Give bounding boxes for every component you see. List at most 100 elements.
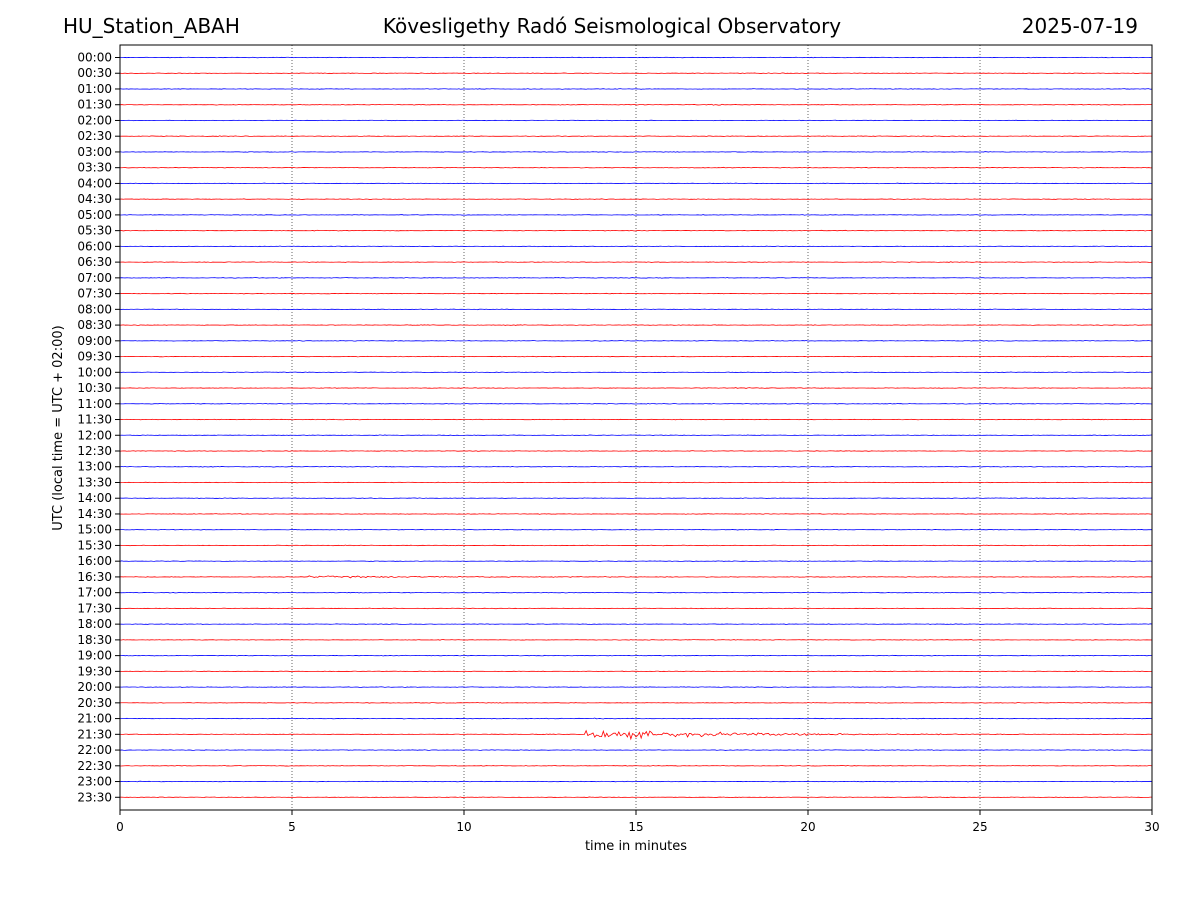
trace-0300 xyxy=(119,151,1153,153)
trace-2230 xyxy=(119,765,1153,767)
y-tick-label: 20:30 xyxy=(77,696,112,710)
y-tick-label: 19:00 xyxy=(77,649,112,663)
trace-1730 xyxy=(119,607,1153,610)
trace-0000 xyxy=(119,56,1153,59)
trace-0430 xyxy=(119,198,1153,200)
trace-1600 xyxy=(119,560,1153,562)
y-tick-label: 18:30 xyxy=(77,633,112,647)
x-tick-label: 20 xyxy=(800,820,815,834)
trace-1630 xyxy=(120,575,1153,579)
y-tick-label: 21:30 xyxy=(77,727,112,741)
y-tick-label: 17:30 xyxy=(77,601,112,615)
y-tick-label: 02:30 xyxy=(77,129,112,143)
y-tick-label: 11:00 xyxy=(77,397,112,411)
trace-0530 xyxy=(119,229,1153,232)
grid xyxy=(291,45,981,810)
x-tick-label: 0 xyxy=(116,820,124,834)
x-tick-label: 15 xyxy=(628,820,643,834)
trace-1300 xyxy=(119,465,1153,468)
trace-0800 xyxy=(119,308,1153,311)
trace-2130 xyxy=(119,729,1153,741)
y-tick-label: 06:30 xyxy=(77,255,112,269)
y-tick-label: 15:30 xyxy=(77,538,112,552)
trace-1530 xyxy=(119,544,1153,547)
trace-0900 xyxy=(119,340,1153,342)
y-tick-label: 03:00 xyxy=(77,145,112,159)
trace-0700 xyxy=(119,277,1153,279)
y-tick-label: 13:30 xyxy=(77,475,112,489)
y-tick-label: 08:00 xyxy=(77,302,112,316)
trace-1900 xyxy=(119,654,1153,657)
y-tick-label: 17:00 xyxy=(77,586,112,600)
y-tick-label: 07:30 xyxy=(77,287,112,301)
trace-0930 xyxy=(119,355,1153,358)
x-tick-label: 30 xyxy=(1144,820,1159,834)
y-tick-label: 23:00 xyxy=(77,775,112,789)
y-tick-label: 22:00 xyxy=(77,743,112,757)
trace-1830 xyxy=(119,639,1153,641)
x-axis-label: time in minutes xyxy=(585,839,687,854)
y-tick-label: 00:30 xyxy=(77,66,112,80)
trace-0730 xyxy=(119,292,1153,295)
y-tick-label: 01:00 xyxy=(77,82,112,96)
y-tick-label: 01:30 xyxy=(77,98,112,112)
trace-2100 xyxy=(119,717,1153,720)
y-tick-label: 07:00 xyxy=(77,271,112,285)
trace-1330 xyxy=(119,481,1153,484)
trace-1000 xyxy=(119,371,1153,374)
chart-date: 2025-07-19 xyxy=(1021,14,1138,38)
trace-0230 xyxy=(119,135,1153,137)
x-tick-label: 25 xyxy=(972,820,987,834)
y-tick-label: 06:00 xyxy=(77,239,112,253)
trace-1430 xyxy=(119,513,1153,515)
y-tick-label: 04:00 xyxy=(77,176,112,190)
y-tick-label: 14:00 xyxy=(77,491,112,505)
trace-0630 xyxy=(119,261,1153,263)
y-tick-label: 00:00 xyxy=(77,51,112,65)
y-tick-label: 02:00 xyxy=(77,113,112,127)
trace-2030 xyxy=(119,702,1153,704)
trace-1500 xyxy=(119,528,1153,531)
y-tick-label: 18:00 xyxy=(77,617,112,631)
trace-1130 xyxy=(119,418,1153,421)
y-tick-label: 05:00 xyxy=(77,208,112,222)
trace-0200 xyxy=(119,119,1153,122)
y-tick-label: 16:00 xyxy=(77,554,112,568)
y-tick-label: 09:00 xyxy=(77,334,112,348)
trace-2330 xyxy=(119,796,1153,799)
trace-1400 xyxy=(119,497,1153,499)
y-tick-label: 23:30 xyxy=(77,790,112,804)
y-tick-label: 14:30 xyxy=(77,507,112,521)
y-tick-label: 22:30 xyxy=(77,759,112,773)
y-tick-label: 12:00 xyxy=(77,428,112,442)
trace-1800 xyxy=(119,623,1153,625)
y-tick-label: 13:00 xyxy=(77,460,112,474)
y-tick-label: 04:30 xyxy=(77,192,112,206)
trace-1200 xyxy=(119,434,1153,437)
y-tick-label: 19:30 xyxy=(77,664,112,678)
trace-0500 xyxy=(119,214,1153,216)
y-tick-label: 20:00 xyxy=(77,680,112,694)
trace-0400 xyxy=(119,182,1153,185)
trace-2200 xyxy=(119,749,1153,751)
y-tick-label: 08:30 xyxy=(77,318,112,332)
y-tick-label: 15:00 xyxy=(77,523,112,537)
y-axis-label: UTC (local time = UTC + 02:00) xyxy=(51,325,66,530)
trace-2000 xyxy=(119,686,1153,688)
chart-title: Kövesligethy Radó Seismological Observat… xyxy=(382,14,842,38)
trace-0130 xyxy=(119,103,1153,106)
trace-1030 xyxy=(119,387,1153,389)
y-tick-label: 21:00 xyxy=(77,712,112,726)
trace-1100 xyxy=(119,402,1153,405)
x-tick-label: 10 xyxy=(456,820,471,834)
y-tick-label: 03:30 xyxy=(77,161,112,175)
trace-1700 xyxy=(119,591,1153,594)
trace-0030 xyxy=(119,72,1153,74)
trace-1230 xyxy=(119,450,1153,452)
y-tick-label: 16:30 xyxy=(77,570,112,584)
y-tick-label: 10:30 xyxy=(77,381,112,395)
x-tick-label: 5 xyxy=(288,820,296,834)
trace-0330 xyxy=(119,166,1153,169)
y-tick-label: 12:30 xyxy=(77,444,112,458)
